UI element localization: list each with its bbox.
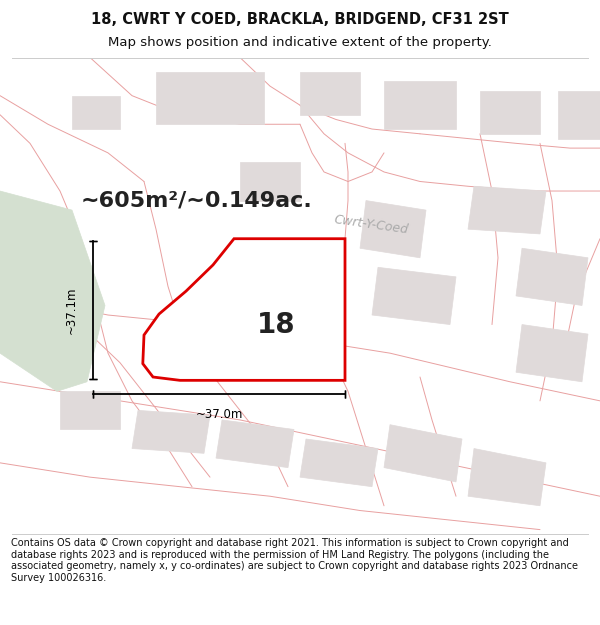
Polygon shape [384, 425, 462, 482]
Polygon shape [468, 186, 546, 234]
Polygon shape [228, 248, 288, 286]
Polygon shape [468, 449, 546, 506]
Text: ~37.0m: ~37.0m [196, 408, 242, 421]
Text: ~605m²/~0.149ac.: ~605m²/~0.149ac. [81, 191, 313, 211]
Polygon shape [372, 268, 456, 324]
Polygon shape [60, 391, 120, 429]
Polygon shape [156, 72, 264, 124]
Polygon shape [240, 162, 300, 201]
Polygon shape [216, 420, 294, 468]
Polygon shape [480, 91, 540, 134]
Text: 18: 18 [257, 311, 295, 339]
Text: Cwrt-Y-Coed: Cwrt-Y-Coed [333, 213, 409, 236]
Polygon shape [360, 201, 426, 258]
Polygon shape [558, 91, 600, 139]
Polygon shape [384, 81, 456, 129]
Polygon shape [72, 96, 120, 129]
Text: Map shows position and indicative extent of the property.: Map shows position and indicative extent… [108, 36, 492, 49]
Polygon shape [516, 324, 588, 382]
Polygon shape [300, 439, 378, 487]
Polygon shape [516, 248, 588, 306]
Polygon shape [132, 411, 210, 453]
Polygon shape [30, 334, 72, 367]
Polygon shape [300, 72, 360, 115]
Text: 18, CWRT Y COED, BRACKLA, BRIDGEND, CF31 2ST: 18, CWRT Y COED, BRACKLA, BRIDGEND, CF31… [91, 11, 509, 26]
Text: ~37.1m: ~37.1m [65, 286, 78, 334]
Polygon shape [0, 191, 105, 391]
Polygon shape [143, 239, 345, 381]
Text: Contains OS data © Crown copyright and database right 2021. This information is : Contains OS data © Crown copyright and d… [11, 538, 578, 582]
